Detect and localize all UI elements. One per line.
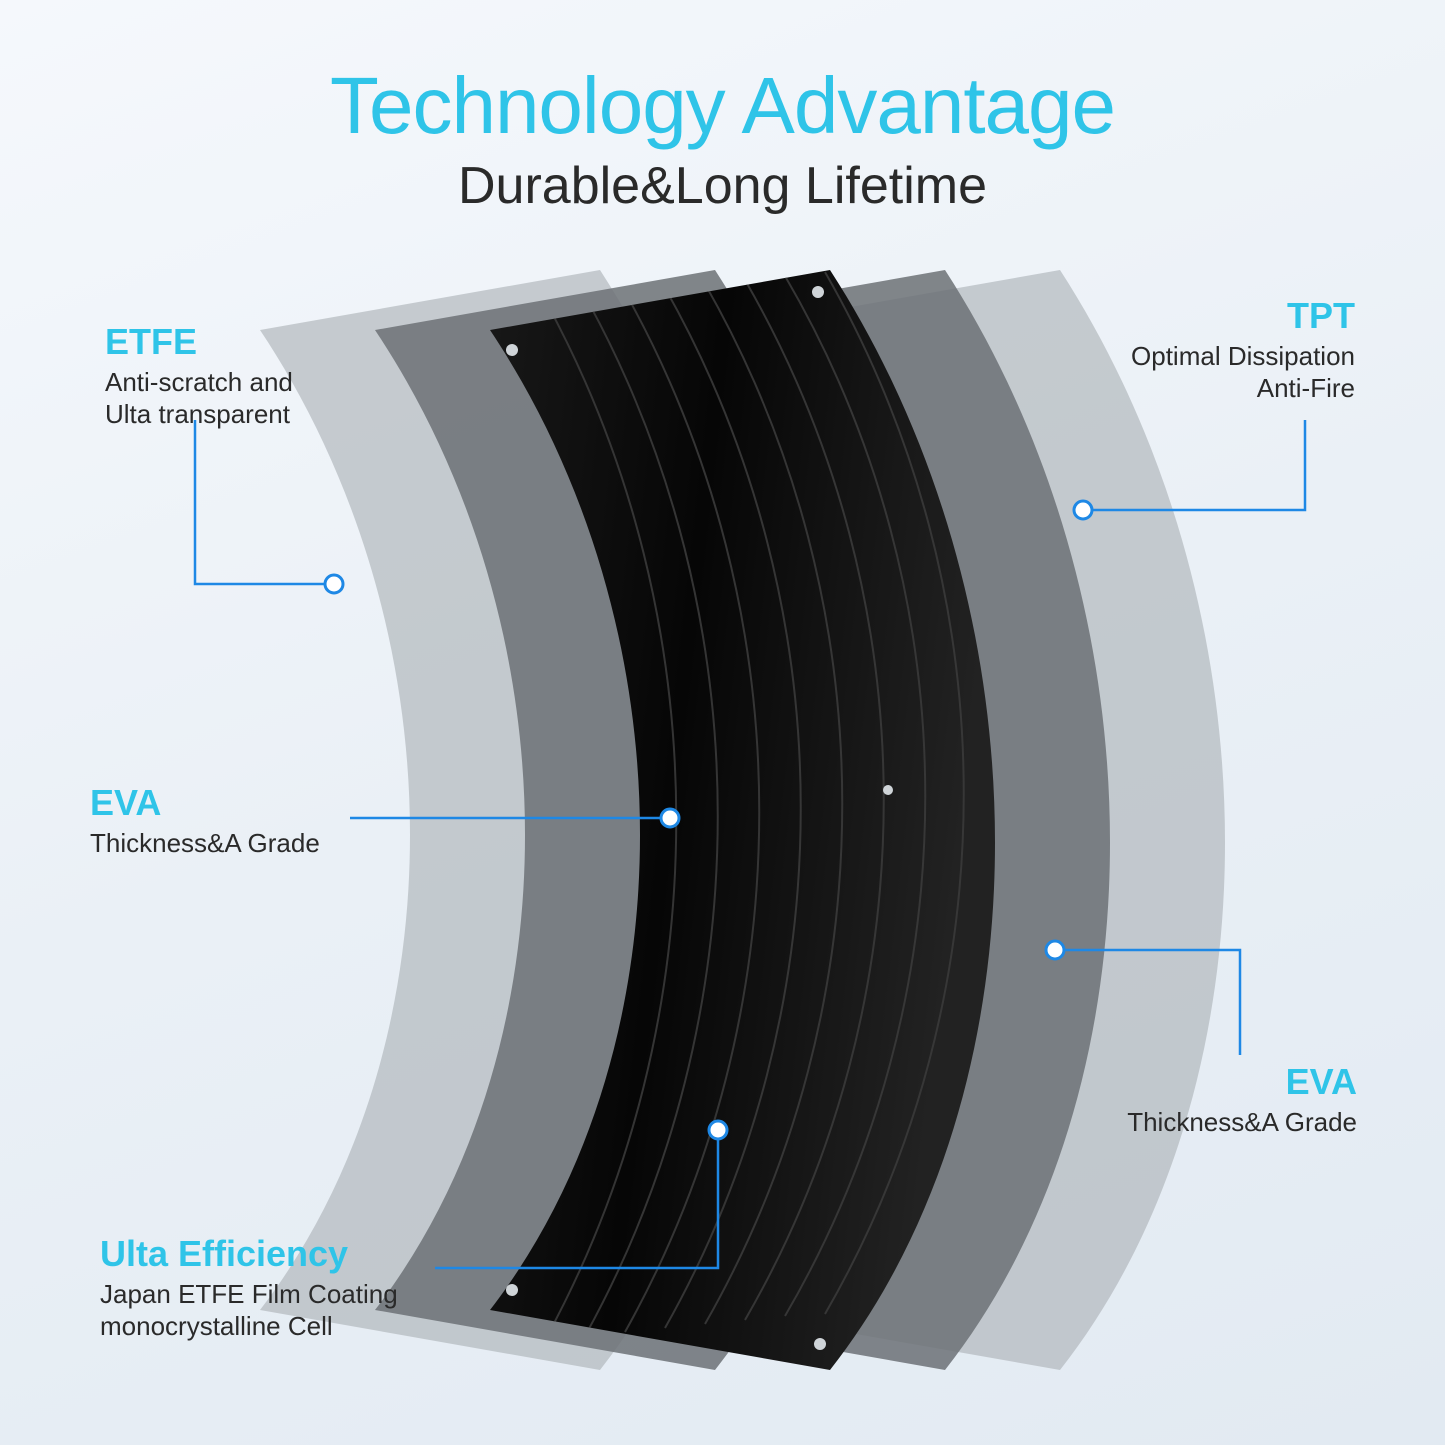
- callout-title-ulta: Ulta Efficiency: [100, 1234, 398, 1274]
- leader-dot-etfe: [325, 575, 343, 593]
- callout-tpt: TPT Optimal DissipationAnti-Fire: [1131, 296, 1355, 405]
- callout-title-eva-right: EVA: [1127, 1062, 1357, 1102]
- callout-ulta: Ulta Efficiency Japan ETFE Film Coatingm…: [100, 1234, 398, 1343]
- callout-desc-eva-right: Thickness&A Grade: [1127, 1106, 1357, 1139]
- callout-etfe: ETFE Anti-scratch andUlta transparent: [105, 322, 293, 431]
- callout-title-tpt: TPT: [1131, 296, 1355, 336]
- leader-dot-ulta: [709, 1121, 727, 1139]
- leader-dot-eva-left: [661, 809, 679, 827]
- callout-desc-ulta: Japan ETFE Film Coatingmonocrystalline C…: [100, 1278, 398, 1343]
- callout-desc-tpt: Optimal DissipationAnti-Fire: [1131, 340, 1355, 405]
- callout-eva-right: EVA Thickness&A Grade: [1127, 1062, 1357, 1138]
- callout-title-etfe: ETFE: [105, 322, 293, 362]
- callout-desc-eva-left: Thickness&A Grade: [90, 827, 320, 860]
- callout-desc-etfe: Anti-scratch andUlta transparent: [105, 366, 293, 431]
- layer-diagram: [0, 0, 1445, 1445]
- callout-eva-left: EVA Thickness&A Grade: [90, 783, 320, 859]
- leader-dot-tpt: [1074, 501, 1092, 519]
- leader-line-etfe: [195, 420, 334, 584]
- callout-title-eva-left: EVA: [90, 783, 320, 823]
- leader-dot-eva-right: [1046, 941, 1064, 959]
